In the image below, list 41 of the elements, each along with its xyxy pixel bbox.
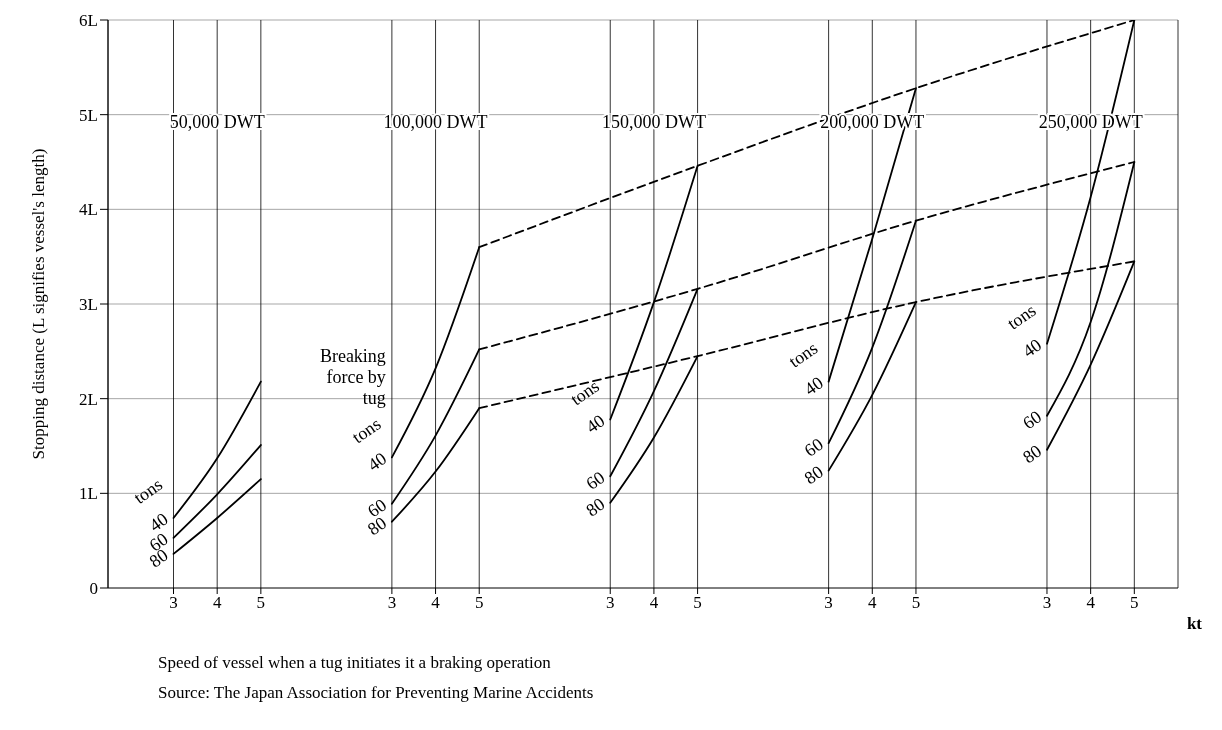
- x-tick-label: 4: [431, 593, 441, 613]
- x-tick-label: 3: [824, 593, 833, 613]
- y-tick-label: 0: [89, 578, 98, 598]
- annotation: tons: [348, 413, 385, 448]
- text: 40: [1019, 334, 1046, 362]
- annotation: tons: [130, 474, 167, 508]
- annotation: tons: [566, 375, 603, 410]
- x-tick-label: 5: [693, 593, 702, 613]
- text: Speed of vessel when a tug initiates it a braking operation: [158, 652, 552, 674]
- source-note: Source: The Japan Association for Preventing Marine Accidents: [158, 682, 595, 704]
- y-tick-label: 2L: [79, 389, 98, 409]
- annotation: tons: [1003, 300, 1040, 334]
- y-axis-title: Stopping distance (L signifies vessel's length): [29, 148, 49, 460]
- x-tick-label: 3: [169, 593, 178, 613]
- x-tick-label: 3: [605, 593, 615, 613]
- text: 80: [582, 493, 609, 521]
- x-tick-label: 5: [1130, 593, 1139, 613]
- text: 40: [363, 448, 391, 475]
- x-axis-title: kt: [1186, 614, 1203, 634]
- text: 80: [1019, 440, 1046, 468]
- x-tick-label: 5: [911, 593, 921, 613]
- x-tick-label: 5: [474, 593, 484, 613]
- y-tick-label: 3L: [79, 294, 98, 314]
- y-tick-label: 1L: [79, 484, 98, 504]
- text: 80: [800, 461, 827, 489]
- x-tick-label: 3: [387, 593, 397, 613]
- text: 60: [800, 434, 827, 461]
- annotation: tons: [785, 337, 822, 372]
- text: 60: [1019, 406, 1046, 434]
- text: 40: [582, 410, 609, 438]
- y-tick-label: 6L: [79, 10, 98, 30]
- x-tick-label: 3: [1042, 593, 1052, 613]
- x-tick-label: 4: [1086, 593, 1096, 613]
- text: 60: [582, 467, 609, 494]
- x-tick-label: 5: [256, 593, 266, 613]
- x-tick-label: 4: [212, 593, 222, 613]
- y-tick-label: 4L: [79, 200, 98, 220]
- x-tick-label: 4: [868, 593, 878, 613]
- y-tick-label: 5L: [79, 105, 98, 125]
- x-tick-label: 4: [649, 593, 659, 613]
- text: 40: [800, 372, 827, 400]
